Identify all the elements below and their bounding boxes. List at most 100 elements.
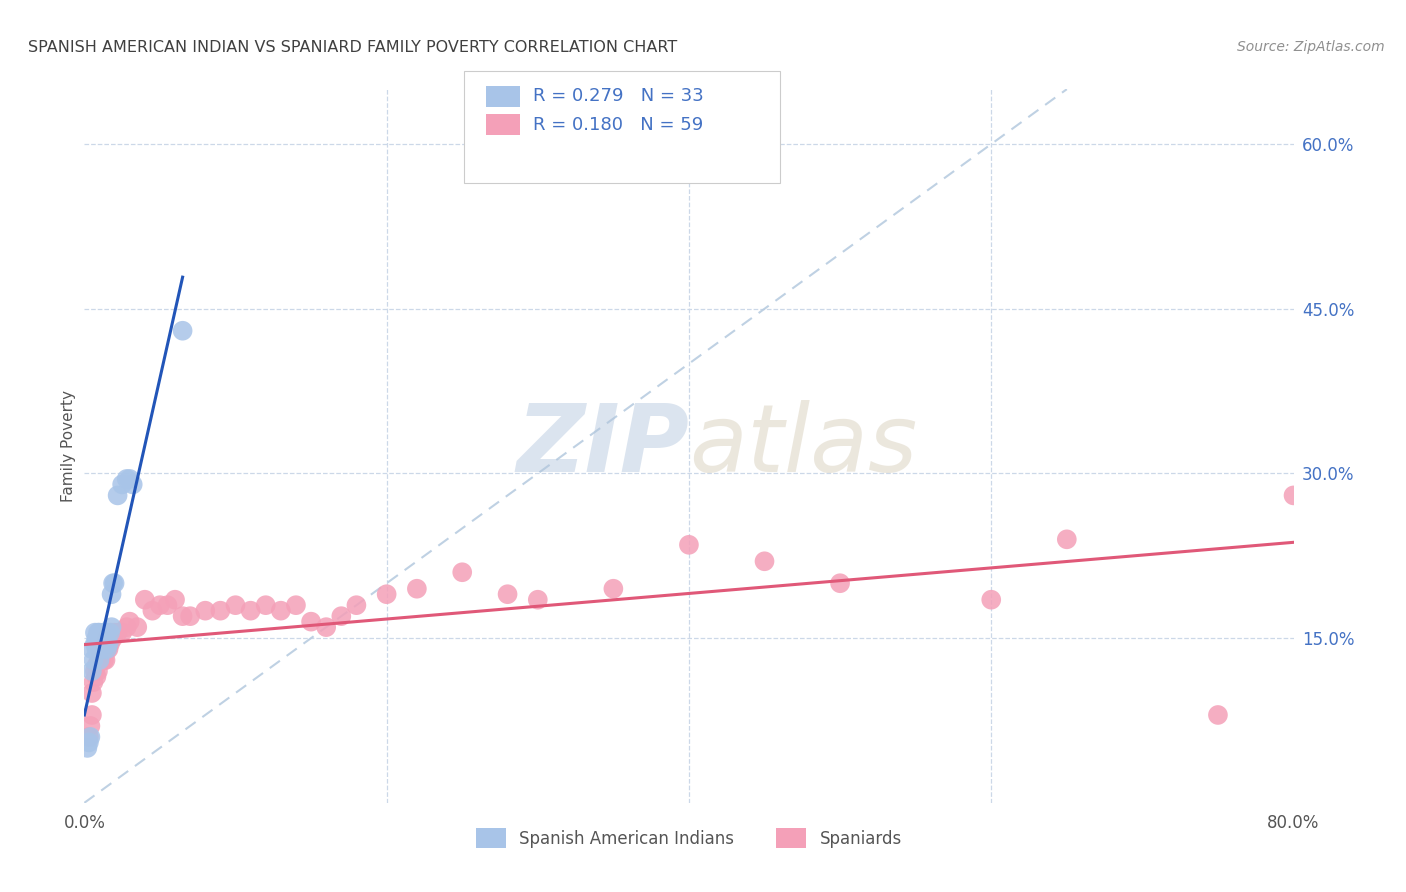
Point — [101, 631, 124, 645]
Point — [89, 653, 111, 667]
Point — [111, 477, 134, 491]
Point — [330, 609, 353, 624]
Point — [172, 324, 194, 338]
Text: R = 0.279   N = 33: R = 0.279 N = 33 — [533, 87, 703, 105]
Point — [91, 648, 114, 662]
Point — [104, 576, 127, 591]
Point — [451, 566, 474, 580]
Point — [96, 642, 118, 657]
Point — [96, 642, 118, 657]
Point — [77, 735, 100, 749]
Point — [90, 653, 112, 667]
Point — [96, 625, 118, 640]
Point — [209, 604, 232, 618]
Text: atlas: atlas — [689, 401, 917, 491]
Point — [86, 631, 108, 645]
Point — [406, 582, 429, 596]
Legend: Spanish American Indians, Spaniards: Spanish American Indians, Spaniards — [470, 822, 908, 855]
Point — [89, 653, 111, 667]
Point — [84, 625, 107, 640]
Point — [118, 615, 141, 629]
Point — [678, 538, 700, 552]
Point — [89, 625, 111, 640]
Point — [98, 637, 121, 651]
Point — [179, 609, 201, 624]
Point — [165, 592, 187, 607]
Point — [127, 620, 149, 634]
Point — [89, 637, 111, 651]
Point — [121, 477, 143, 491]
Point — [1282, 488, 1305, 502]
Point — [149, 598, 172, 612]
Point — [86, 669, 108, 683]
Point — [299, 615, 322, 629]
Point — [115, 472, 138, 486]
Point — [225, 598, 247, 612]
Point — [285, 598, 308, 612]
Point — [156, 598, 179, 612]
Point — [1206, 708, 1229, 723]
Point — [79, 730, 101, 744]
Point — [118, 472, 141, 486]
Point — [90, 637, 112, 651]
Point — [87, 664, 110, 678]
Point — [602, 582, 624, 596]
Point — [84, 637, 107, 651]
Text: ZIP: ZIP — [516, 400, 689, 492]
Point — [346, 598, 368, 612]
Point — [100, 620, 122, 634]
Point — [94, 637, 117, 651]
Point — [94, 653, 117, 667]
Point — [980, 592, 1002, 607]
Y-axis label: Family Poverty: Family Poverty — [60, 390, 76, 502]
Point — [82, 653, 104, 667]
Point — [115, 620, 138, 634]
Point — [82, 675, 104, 690]
Point — [77, 730, 100, 744]
Point — [754, 554, 776, 568]
Point — [134, 592, 156, 607]
Point — [172, 609, 194, 624]
Point — [93, 642, 115, 657]
Point — [96, 631, 118, 645]
Point — [98, 625, 121, 640]
Point — [86, 658, 108, 673]
Text: SPANISH AMERICAN INDIAN VS SPANIARD FAMILY POVERTY CORRELATION CHART: SPANISH AMERICAN INDIAN VS SPANIARD FAMI… — [28, 40, 678, 55]
Point — [496, 587, 519, 601]
Point — [1056, 533, 1078, 547]
Text: Source: ZipAtlas.com: Source: ZipAtlas.com — [1237, 40, 1385, 54]
Point — [239, 604, 262, 618]
Point — [80, 708, 103, 723]
Point — [93, 625, 115, 640]
Point — [141, 604, 163, 618]
Point — [97, 642, 120, 657]
Point — [86, 642, 108, 657]
Point — [76, 740, 98, 755]
Point — [830, 576, 852, 591]
Text: R = 0.180   N = 59: R = 0.180 N = 59 — [533, 116, 703, 134]
Point — [93, 653, 115, 667]
Point — [80, 664, 103, 678]
Point — [111, 625, 134, 640]
Point — [104, 625, 127, 640]
Point — [91, 631, 114, 645]
Point — [89, 642, 111, 657]
Point — [93, 642, 115, 657]
Point — [375, 587, 398, 601]
Point — [107, 488, 129, 502]
Point — [84, 664, 107, 678]
Point — [254, 598, 277, 612]
Point — [270, 604, 292, 618]
Point — [101, 576, 124, 591]
Point — [194, 604, 217, 618]
Point — [527, 592, 550, 607]
Point — [79, 719, 101, 733]
Point — [80, 686, 103, 700]
Point — [315, 620, 337, 634]
Point — [100, 625, 122, 640]
Point — [97, 637, 120, 651]
Point — [100, 587, 122, 601]
Point — [107, 625, 129, 640]
Point — [80, 642, 103, 657]
Point — [87, 625, 110, 640]
